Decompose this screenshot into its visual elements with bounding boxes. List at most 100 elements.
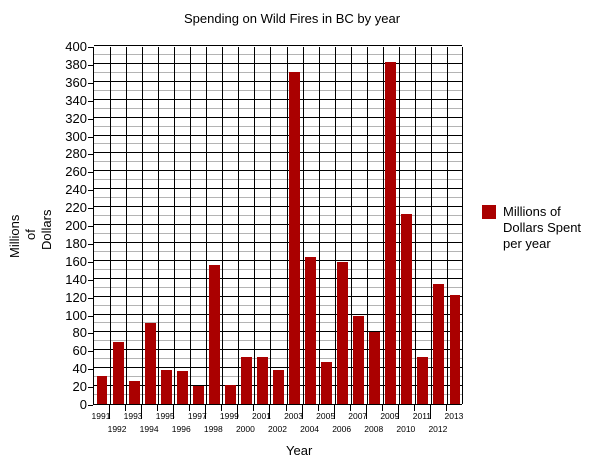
gridline-minor bbox=[94, 53, 462, 55]
gridline-major bbox=[94, 116, 462, 118]
x-tick-label: 2002 bbox=[268, 424, 287, 434]
bar-1998 bbox=[208, 265, 220, 404]
gridline-vertical bbox=[158, 47, 160, 404]
y-tick-mark bbox=[88, 154, 93, 156]
bar-1993 bbox=[128, 380, 140, 404]
y-tick-label: 260 bbox=[65, 164, 87, 180]
y-tick-label: 40 bbox=[72, 361, 87, 377]
x-tick-mark bbox=[221, 405, 223, 411]
gridline-major bbox=[94, 259, 462, 261]
x-tick-label: 2010 bbox=[396, 424, 416, 434]
y-tick-label: 80 bbox=[72, 325, 87, 341]
gridline-vertical bbox=[430, 47, 432, 404]
bar-1995 bbox=[160, 370, 172, 404]
y-tick-mark bbox=[88, 351, 93, 353]
x-tick-label: 1999 bbox=[219, 411, 239, 421]
gridline-minor bbox=[94, 232, 462, 234]
y-tick-mark bbox=[88, 82, 93, 84]
x-axis-title: Year bbox=[286, 443, 313, 458]
x-tick-mark bbox=[333, 405, 335, 419]
bar-2013 bbox=[449, 294, 461, 404]
x-tick-mark bbox=[205, 405, 207, 419]
bar-1999 bbox=[224, 385, 236, 404]
gridline-minor bbox=[94, 322, 462, 324]
gridline-vertical bbox=[446, 47, 448, 404]
gridline-vertical bbox=[222, 47, 224, 404]
y-tick-mark bbox=[88, 297, 93, 299]
gridline-major bbox=[94, 188, 462, 190]
gridline-vertical bbox=[126, 47, 128, 404]
y-tick-mark bbox=[88, 172, 93, 174]
gridline-vertical bbox=[206, 47, 208, 404]
bar-1992 bbox=[112, 342, 124, 404]
x-tick-label: 2012 bbox=[428, 424, 448, 434]
y-axis-title-line-1: Millions bbox=[7, 214, 22, 258]
gridline-major bbox=[94, 152, 462, 154]
gridline-vertical bbox=[398, 47, 400, 404]
gridline-major bbox=[94, 295, 462, 297]
y-tick-label: 380 bbox=[65, 56, 87, 72]
y-tick-mark bbox=[88, 190, 93, 192]
gridline-minor bbox=[94, 179, 462, 181]
gridline-vertical bbox=[238, 47, 240, 404]
gridline-vertical bbox=[174, 47, 176, 404]
x-tick-mark bbox=[253, 405, 255, 411]
y-tick-label: 200 bbox=[65, 218, 87, 233]
gridline-vertical bbox=[110, 47, 112, 404]
x-tick-label: 1994 bbox=[139, 424, 159, 434]
y-tick-mark bbox=[88, 315, 93, 317]
y-tick-mark bbox=[88, 47, 93, 48]
y-tick-mark bbox=[88, 405, 93, 406]
gridline-minor bbox=[94, 340, 462, 342]
bar-1991 bbox=[96, 376, 108, 404]
x-tick-label: 2009 bbox=[380, 411, 400, 421]
gridline-minor bbox=[94, 107, 462, 109]
gridline-minor bbox=[94, 89, 462, 91]
gridline-minor bbox=[94, 304, 462, 306]
y-tick-mark bbox=[88, 369, 93, 371]
x-tick-mark bbox=[189, 405, 191, 411]
bar-1997 bbox=[192, 386, 204, 404]
y-tick-label: 320 bbox=[65, 110, 87, 126]
gridline-vertical bbox=[254, 47, 256, 404]
y-tick-mark bbox=[88, 226, 93, 227]
x-tick-label: 2000 bbox=[235, 424, 255, 434]
bar-2009 bbox=[385, 62, 397, 404]
gridline-vertical bbox=[270, 47, 272, 404]
x-tick-label: 2006 bbox=[332, 424, 352, 434]
bar-2001 bbox=[257, 356, 268, 404]
bar-2000 bbox=[240, 357, 252, 404]
y-tick-label: 360 bbox=[65, 74, 87, 90]
bar-2008 bbox=[369, 331, 381, 404]
x-tick-label: 2001 bbox=[251, 411, 271, 421]
legend-label: Millions of Dollars Spent per year bbox=[503, 204, 582, 251]
gridline-major bbox=[94, 224, 462, 225]
x-tick-label: 2007 bbox=[348, 411, 368, 421]
y-tick-label: 180 bbox=[65, 235, 87, 251]
plot-area bbox=[93, 45, 463, 405]
gridline-vertical bbox=[318, 47, 320, 404]
gridline-minor bbox=[94, 250, 462, 252]
gridline-vertical bbox=[334, 47, 336, 404]
y-tick-mark bbox=[88, 387, 93, 389]
gridline-major bbox=[94, 98, 462, 100]
gridline-vertical bbox=[461, 47, 463, 404]
x-tick-label: 1991 bbox=[91, 411, 111, 421]
y-axis-title-line-3: Dollars bbox=[39, 209, 54, 250]
bar-2004 bbox=[305, 257, 317, 404]
bar-2002 bbox=[273, 370, 284, 404]
gridline-minor bbox=[94, 125, 462, 127]
gridline-major bbox=[94, 80, 462, 82]
gridline-minor bbox=[94, 197, 462, 199]
x-tick-label: 1997 bbox=[187, 411, 207, 421]
bar-2012 bbox=[433, 284, 445, 404]
x-tick-mark bbox=[349, 405, 351, 411]
y-tick-label: 340 bbox=[65, 92, 87, 108]
bar-2010 bbox=[401, 214, 413, 404]
x-tick-mark bbox=[173, 405, 175, 419]
y-tick-label: 300 bbox=[65, 128, 87, 144]
gridline-major bbox=[94, 170, 462, 172]
y-tick-label: 160 bbox=[65, 253, 87, 269]
y-tick-label: 220 bbox=[65, 200, 87, 216]
bar-2005 bbox=[321, 361, 333, 404]
